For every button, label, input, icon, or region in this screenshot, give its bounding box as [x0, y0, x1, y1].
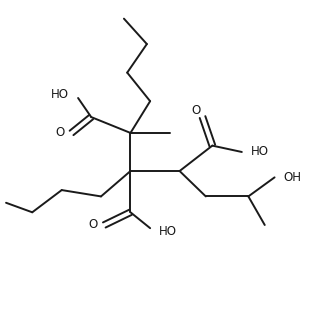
- Text: OH: OH: [284, 171, 302, 184]
- Text: HO: HO: [51, 88, 69, 101]
- Text: HO: HO: [251, 145, 269, 159]
- Text: O: O: [88, 218, 98, 232]
- Text: O: O: [56, 126, 65, 140]
- Text: HO: HO: [159, 225, 177, 238]
- Text: O: O: [191, 104, 200, 117]
